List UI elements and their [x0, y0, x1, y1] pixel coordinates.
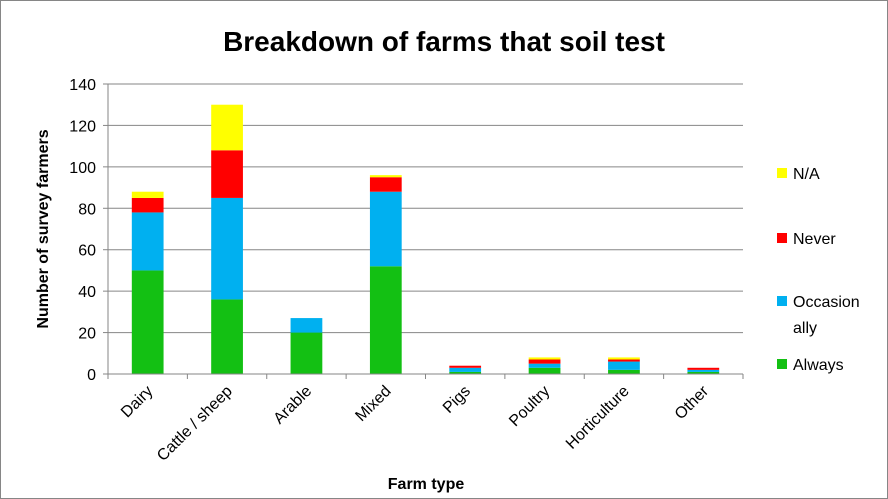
bar-segment — [528, 367, 561, 374]
y-tick-label: 60 — [78, 243, 96, 260]
y-tick-label: 20 — [78, 326, 96, 343]
legend-label: Occasion — [793, 294, 860, 311]
axes — [107, 84, 744, 379]
bar-segment — [211, 197, 243, 300]
bar-segment — [687, 369, 720, 372]
bar-segment — [528, 363, 561, 368]
bar-segment — [687, 367, 720, 370]
x-tick-label: Other — [672, 382, 713, 423]
bar-segment — [131, 212, 164, 271]
y-axis-title: Number of survey farmers — [35, 129, 52, 328]
legend: N/A Never Occasion ally Always — [777, 166, 860, 374]
bar-segment — [369, 175, 402, 178]
bar-segment — [608, 361, 640, 370]
bar-segment — [608, 357, 640, 360]
y-tick-labels: 0 20 40 60 80 100 120 140 — [69, 77, 108, 384]
bar-segment — [528, 357, 561, 360]
bar-segment — [687, 371, 720, 374]
legend-label: Always — [793, 357, 844, 374]
x-tick-label: Pigs — [440, 383, 474, 417]
legend-label: N/A — [793, 166, 820, 183]
bar-segment — [369, 177, 402, 192]
bar-segment — [131, 191, 164, 198]
y-tick-label: 120 — [69, 118, 96, 135]
bar-segment — [608, 359, 640, 362]
x-tick-label: Mixed — [352, 383, 394, 425]
legend-swatch — [777, 359, 787, 369]
y-tick-label: 80 — [78, 201, 96, 218]
bar-segment — [290, 332, 323, 374]
y-tick-label: 0 — [87, 367, 96, 384]
bars — [131, 104, 720, 374]
legend-swatch — [777, 233, 787, 243]
legend-label: ally — [793, 320, 817, 337]
bar-segment — [449, 365, 482, 368]
gridlines — [108, 83, 743, 334]
legend-label: Never — [793, 231, 836, 248]
x-tick-label: Horticulture — [563, 383, 633, 453]
x-tick-label: Cattle / sheep — [154, 383, 236, 465]
x-tick-label: Arable — [271, 383, 316, 428]
x-tick-label: Poultry — [506, 383, 553, 430]
bar-segment — [608, 369, 640, 374]
legend-swatch — [777, 168, 787, 178]
y-tick-label: 100 — [69, 160, 96, 177]
bar-segment — [449, 367, 482, 372]
y-tick-label: 40 — [78, 284, 96, 301]
bar-segment — [211, 150, 243, 198]
legend-swatch — [777, 296, 787, 306]
bar-segment — [131, 197, 164, 213]
bar-segment — [369, 191, 402, 267]
x-tick-label: Dairy — [118, 383, 156, 421]
bar-segment — [131, 270, 164, 374]
bar-segment — [449, 371, 482, 374]
bar-segment — [369, 266, 402, 374]
bar-segment — [211, 299, 243, 374]
chart-title: Breakdown of farms that soil test — [223, 26, 665, 57]
bar-segment — [528, 359, 561, 364]
y-tick-label: 140 — [69, 77, 96, 94]
x-axis-title: Farm type — [388, 476, 465, 493]
bar-segment — [290, 318, 323, 333]
bar-segment — [211, 104, 243, 151]
